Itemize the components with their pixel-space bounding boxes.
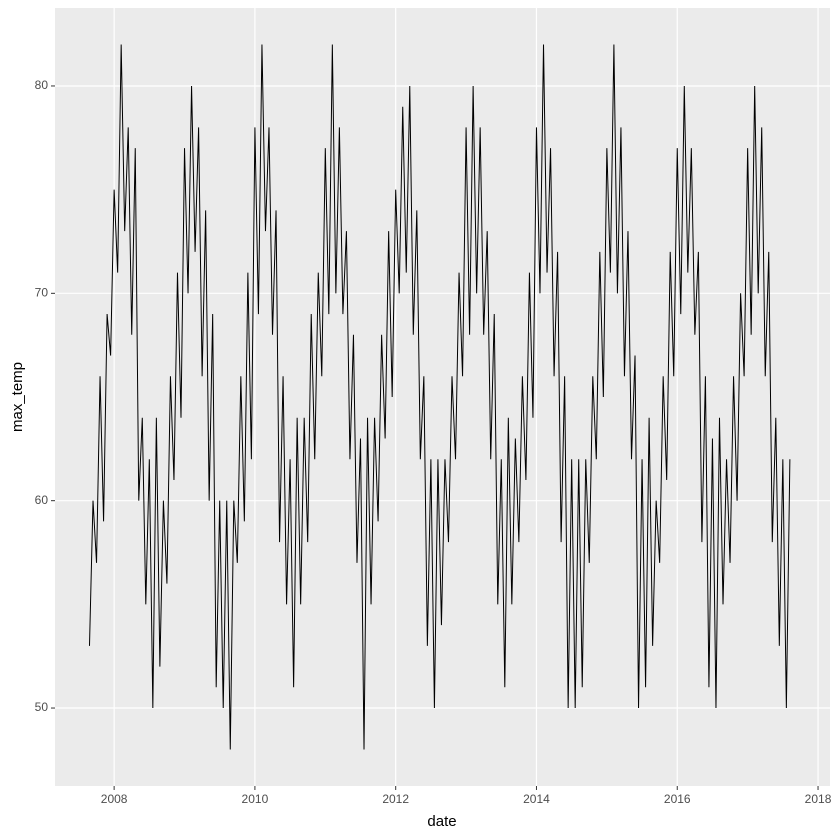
y-axis-title: max_temp [9, 362, 26, 432]
x-axis-title: date [427, 813, 456, 830]
x-tick-label: 2012 [382, 792, 409, 806]
x-tick-label: 2016 [664, 792, 691, 806]
y-tick-label: 80 [35, 78, 49, 92]
y-tick-label: 70 [35, 285, 49, 299]
x-tick-label: 2008 [101, 792, 128, 806]
x-tick-label: 2014 [523, 792, 550, 806]
y-tick-label: 60 [35, 493, 49, 507]
data-line [88, 44, 791, 750]
x-tick-label: 2018 [805, 792, 832, 806]
x-tick-label: 2010 [242, 792, 269, 806]
y-tick-label: 50 [35, 700, 49, 714]
plot-panel [55, 8, 830, 786]
